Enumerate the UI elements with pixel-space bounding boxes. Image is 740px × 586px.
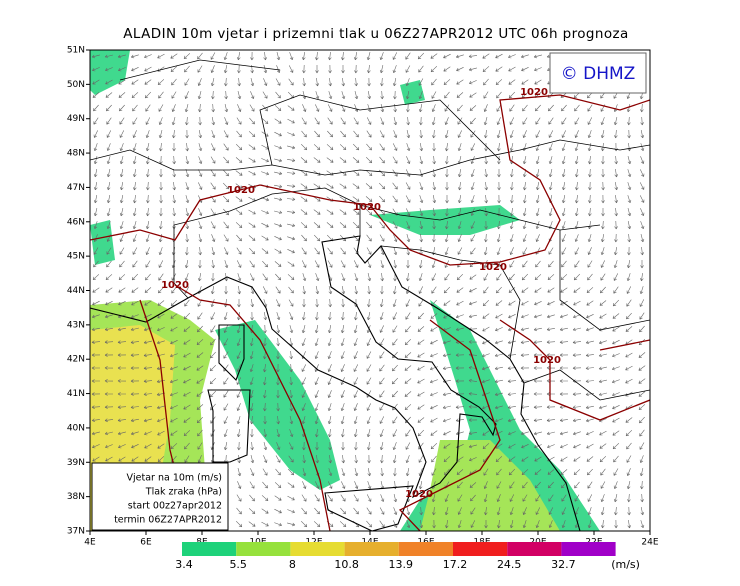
colorbar-label: 17.2: [443, 558, 468, 571]
colorbar-box: [236, 542, 291, 556]
colorbar-label: 10.8: [334, 558, 359, 571]
isobar-label: 1020: [533, 355, 561, 366]
colorbar-box: [344, 542, 399, 556]
y-tick-label: 45N: [67, 252, 85, 262]
legend-text: Vjetar na 10m (m/s): [127, 473, 223, 484]
map-title: ALADIN 10m vjetar i prizemni tlak u 06Z2…: [123, 26, 628, 42]
y-tick-label: 44N: [67, 286, 85, 296]
x-tick-label: 6E: [140, 538, 152, 548]
borders: [90, 59, 650, 401]
isobar-labels: 1020 1020 1020 1020 1020 1020 1020: [161, 87, 561, 500]
colorbar-box: [507, 542, 562, 556]
coastlines: [90, 235, 581, 531]
colorbar-box: [290, 542, 345, 556]
colorbar-box: [398, 542, 453, 556]
x-tick-label: 4E: [84, 538, 96, 548]
isobar-label: 1020: [405, 489, 433, 500]
legend-text: termin 06Z27APR2012: [114, 515, 222, 526]
copyright: © DHMZ: [561, 64, 636, 84]
isobar-label: 1020: [161, 280, 189, 291]
y-tick-label: 49N: [67, 114, 85, 124]
x-tick-label: 24E: [641, 538, 658, 548]
colorbar-box: [182, 542, 237, 556]
isobar-label: 1020: [520, 87, 548, 98]
colorbar-label: 8: [289, 558, 296, 571]
y-tick-label: 51N: [67, 46, 85, 56]
colorbar-label: 24.5: [497, 558, 522, 571]
y-tick-label: 48N: [67, 149, 85, 159]
y-tick-label: 39N: [67, 458, 85, 468]
colorbar-box: [561, 542, 616, 556]
isobars: [90, 94, 650, 531]
y-tick-label: 40N: [67, 423, 85, 433]
legend: Vjetar na 10m (m/s) Tlak zraka (hPa) start…: [114, 473, 222, 526]
isobar-label: 1020: [227, 185, 255, 196]
legend-text: start 00z27apr2012: [128, 501, 222, 512]
y-tick-label: 42N: [67, 355, 85, 365]
y-tick-label: 37N: [67, 527, 85, 537]
y-tick-label: 41N: [67, 389, 85, 399]
colorbar: 3.4 5.5 8 10.8 13.9 17.2 24.5 32.7 (m/s): [175, 542, 640, 571]
y-tick-label: 46N: [67, 217, 85, 227]
colorbar-unit: (m/s): [611, 558, 640, 571]
isobar-label: 1020: [353, 202, 381, 213]
colorbar-label: 13.9: [389, 558, 414, 571]
colorbar-label: 5.5: [229, 558, 247, 571]
y-tick-label: 38N: [67, 492, 85, 502]
copyright-frame: [549, 52, 647, 94]
colorbar-label: 3.4: [175, 558, 193, 571]
colorbar-label: 32.7: [551, 558, 576, 571]
legend-text: Tlak zraka (hPa): [145, 487, 222, 498]
y-tick-label: 43N: [67, 320, 85, 330]
legend-box: [91, 462, 229, 531]
y-tick-label: 47N: [67, 183, 85, 193]
y-tick-label: 50N: [67, 80, 85, 90]
colorbar-box: [453, 542, 508, 556]
wind-arrows: [91, 51, 646, 529]
isobar-label: 1020: [479, 262, 507, 273]
copyright-box: © DHMZ: [549, 52, 647, 94]
